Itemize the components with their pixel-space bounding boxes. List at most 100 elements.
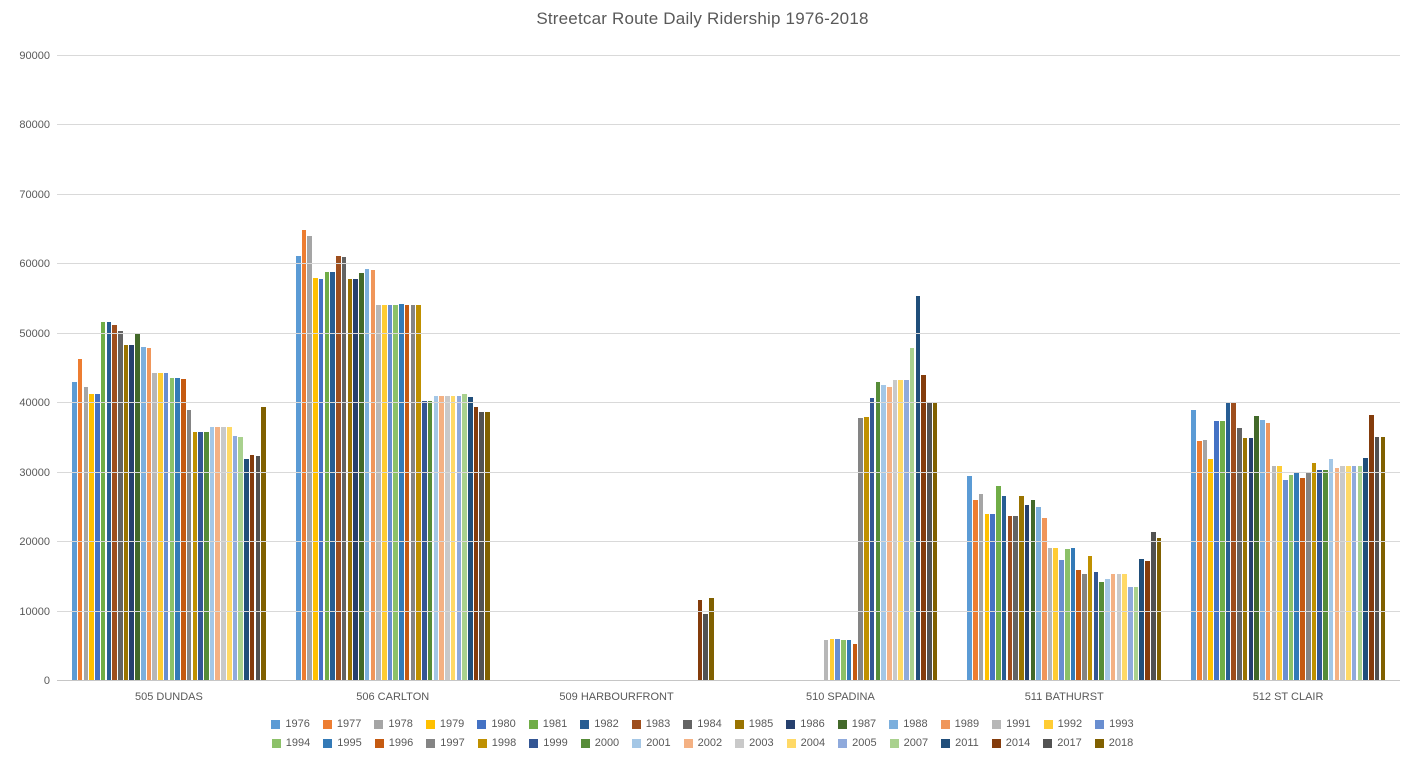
bar-512-st-clair-1995[interactable] (1294, 472, 1300, 681)
bar-512-st-clair-1981[interactable] (1219, 421, 1225, 681)
bar-506-carlton-1989[interactable] (370, 269, 376, 681)
bar-506-carlton-1977[interactable] (301, 230, 307, 681)
bar-505-dundas-1992[interactable] (158, 373, 163, 681)
bar-505-dundas-2007[interactable] (238, 436, 243, 681)
legend-item-1991[interactable]: 1991 (992, 719, 1031, 730)
bar-512-st-clair-1992[interactable] (1277, 466, 1282, 681)
bar-506-carlton-1981[interactable] (324, 271, 330, 681)
bar-506-carlton-1985[interactable] (347, 278, 353, 681)
legend-item-1982[interactable]: 1982 (580, 719, 619, 730)
bar-511-bathurst-2005[interactable] (1128, 586, 1133, 681)
bar-511-bathurst-1989[interactable] (1041, 517, 1047, 681)
bar-506-carlton-1979[interactable] (313, 278, 318, 681)
bar-512-st-clair-1986[interactable] (1248, 437, 1254, 681)
bar-511-bathurst-2014[interactable] (1145, 560, 1150, 681)
legend-item-1998[interactable]: 1998 (477, 738, 516, 749)
bar-505-dundas-1987[interactable] (135, 333, 140, 681)
bar-510-spadina-1999[interactable] (869, 398, 875, 681)
bar-512-st-clair-2011[interactable] (1363, 458, 1368, 681)
legend-item-1995[interactable]: 1995 (323, 738, 362, 749)
bar-511-bathurst-2003[interactable] (1116, 574, 1122, 681)
bar-512-st-clair-1976[interactable] (1191, 410, 1196, 681)
legend-item-2014[interactable]: 2014 (991, 738, 1030, 749)
bar-511-bathurst-1993[interactable] (1059, 560, 1064, 681)
bar-505-dundas-1983[interactable] (112, 325, 117, 681)
legend-item-2001[interactable]: 2001 (632, 738, 671, 749)
bar-512-st-clair-2004[interactable] (1346, 466, 1351, 681)
bar-511-bathurst-1996[interactable] (1076, 569, 1081, 681)
bar-512-st-clair-1998[interactable] (1311, 462, 1317, 681)
legend-item-1986[interactable]: 1986 (786, 719, 825, 730)
bar-511-bathurst-2007[interactable] (1133, 586, 1139, 681)
bar-505-dundas-2018[interactable] (261, 407, 266, 681)
bar-509-harbourfront-2014[interactable] (697, 600, 703, 681)
bar-511-bathurst-1992[interactable] (1053, 547, 1059, 681)
bar-512-st-clair-1979[interactable] (1208, 459, 1214, 681)
legend-item-1994[interactable]: 1994 (271, 738, 310, 749)
bar-512-st-clair-1991[interactable] (1271, 466, 1277, 681)
legend-item-2011[interactable]: 2011 (941, 738, 979, 749)
legend-item-1980[interactable]: 1980 (477, 719, 516, 730)
bar-511-bathurst-1994[interactable] (1064, 549, 1070, 681)
bar-505-dundas-1986[interactable] (129, 344, 135, 681)
bar-506-carlton-1992[interactable] (381, 304, 387, 681)
bar-511-bathurst-1988[interactable] (1036, 506, 1041, 681)
bar-506-carlton-2000[interactable] (427, 401, 433, 681)
bar-506-carlton-1986[interactable] (353, 278, 358, 681)
bar-506-carlton-2018[interactable] (485, 411, 490, 681)
bar-511-bathurst-1976[interactable] (967, 476, 973, 681)
legend-item-1996[interactable]: 1996 (374, 738, 413, 749)
bar-509-harbourfront-2017[interactable] (703, 613, 708, 681)
legend-item-1999[interactable]: 1999 (529, 738, 568, 749)
bar-505-dundas-2017[interactable] (255, 456, 261, 681)
bar-505-dundas-1976[interactable] (72, 382, 77, 681)
legend-item-1977[interactable]: 1977 (322, 719, 361, 730)
bar-506-carlton-1983[interactable] (336, 256, 341, 681)
bar-511-bathurst-2018[interactable] (1156, 537, 1162, 681)
bar-512-st-clair-2014[interactable] (1369, 415, 1374, 681)
bar-512-st-clair-1980[interactable] (1214, 421, 1219, 681)
bar-510-spadina-1991[interactable] (823, 640, 829, 681)
bar-510-spadina-2007[interactable] (909, 347, 915, 681)
bar-505-dundas-1979[interactable] (89, 393, 94, 681)
bar-512-st-clair-2007[interactable] (1357, 466, 1363, 681)
legend-item-2000[interactable]: 2000 (580, 738, 619, 749)
bar-506-carlton-1997[interactable] (410, 304, 416, 681)
legend-item-2017[interactable]: 2017 (1043, 738, 1082, 749)
legend-item-1993[interactable]: 1993 (1095, 719, 1134, 730)
legend-item-1976[interactable]: 1976 (271, 719, 310, 730)
bar-512-st-clair-1996[interactable] (1300, 477, 1305, 681)
bar-505-dundas-1995[interactable] (175, 378, 180, 681)
legend-item-1978[interactable]: 1978 (374, 719, 413, 730)
legend-item-2004[interactable]: 2004 (786, 738, 825, 749)
bar-506-carlton-1980[interactable] (318, 278, 324, 681)
bar-511-bathurst-2011[interactable] (1139, 558, 1145, 681)
bar-509-harbourfront-2018[interactable] (709, 598, 714, 681)
bar-506-carlton-1984[interactable] (341, 257, 347, 681)
bar-510-spadina-2003[interactable] (892, 379, 898, 681)
bar-505-dundas-1980[interactable] (95, 393, 100, 681)
legend-item-2005[interactable]: 2005 (838, 738, 877, 749)
bar-512-st-clair-1977[interactable] (1197, 441, 1202, 681)
bar-505-dundas-2004[interactable] (226, 426, 232, 681)
bar-505-dundas-2002[interactable] (215, 426, 221, 681)
bar-512-st-clair-1997[interactable] (1305, 472, 1311, 681)
bar-506-carlton-1999[interactable] (422, 401, 427, 681)
bar-505-dundas-2014[interactable] (249, 455, 255, 681)
bar-512-st-clair-2005[interactable] (1351, 466, 1357, 681)
bar-506-carlton-2007[interactable] (462, 394, 467, 681)
bar-512-st-clair-1993[interactable] (1283, 479, 1288, 681)
bar-511-bathurst-1991[interactable] (1047, 547, 1053, 681)
bar-506-carlton-1993[interactable] (387, 304, 393, 681)
bar-511-bathurst-1982[interactable] (1001, 496, 1007, 681)
bar-505-dundas-1993[interactable] (163, 372, 169, 681)
bar-506-carlton-1988[interactable] (364, 269, 370, 681)
bar-511-bathurst-2000[interactable] (1099, 581, 1104, 681)
bar-506-carlton-1976[interactable] (295, 256, 301, 681)
legend-item-2003[interactable]: 2003 (735, 738, 774, 749)
bar-511-bathurst-1984[interactable] (1013, 515, 1018, 681)
bar-506-carlton-1998[interactable] (416, 304, 421, 681)
bar-506-carlton-2001[interactable] (433, 396, 439, 681)
bar-512-st-clair-1984[interactable] (1237, 428, 1242, 681)
legend-item-1984[interactable]: 1984 (683, 719, 722, 730)
